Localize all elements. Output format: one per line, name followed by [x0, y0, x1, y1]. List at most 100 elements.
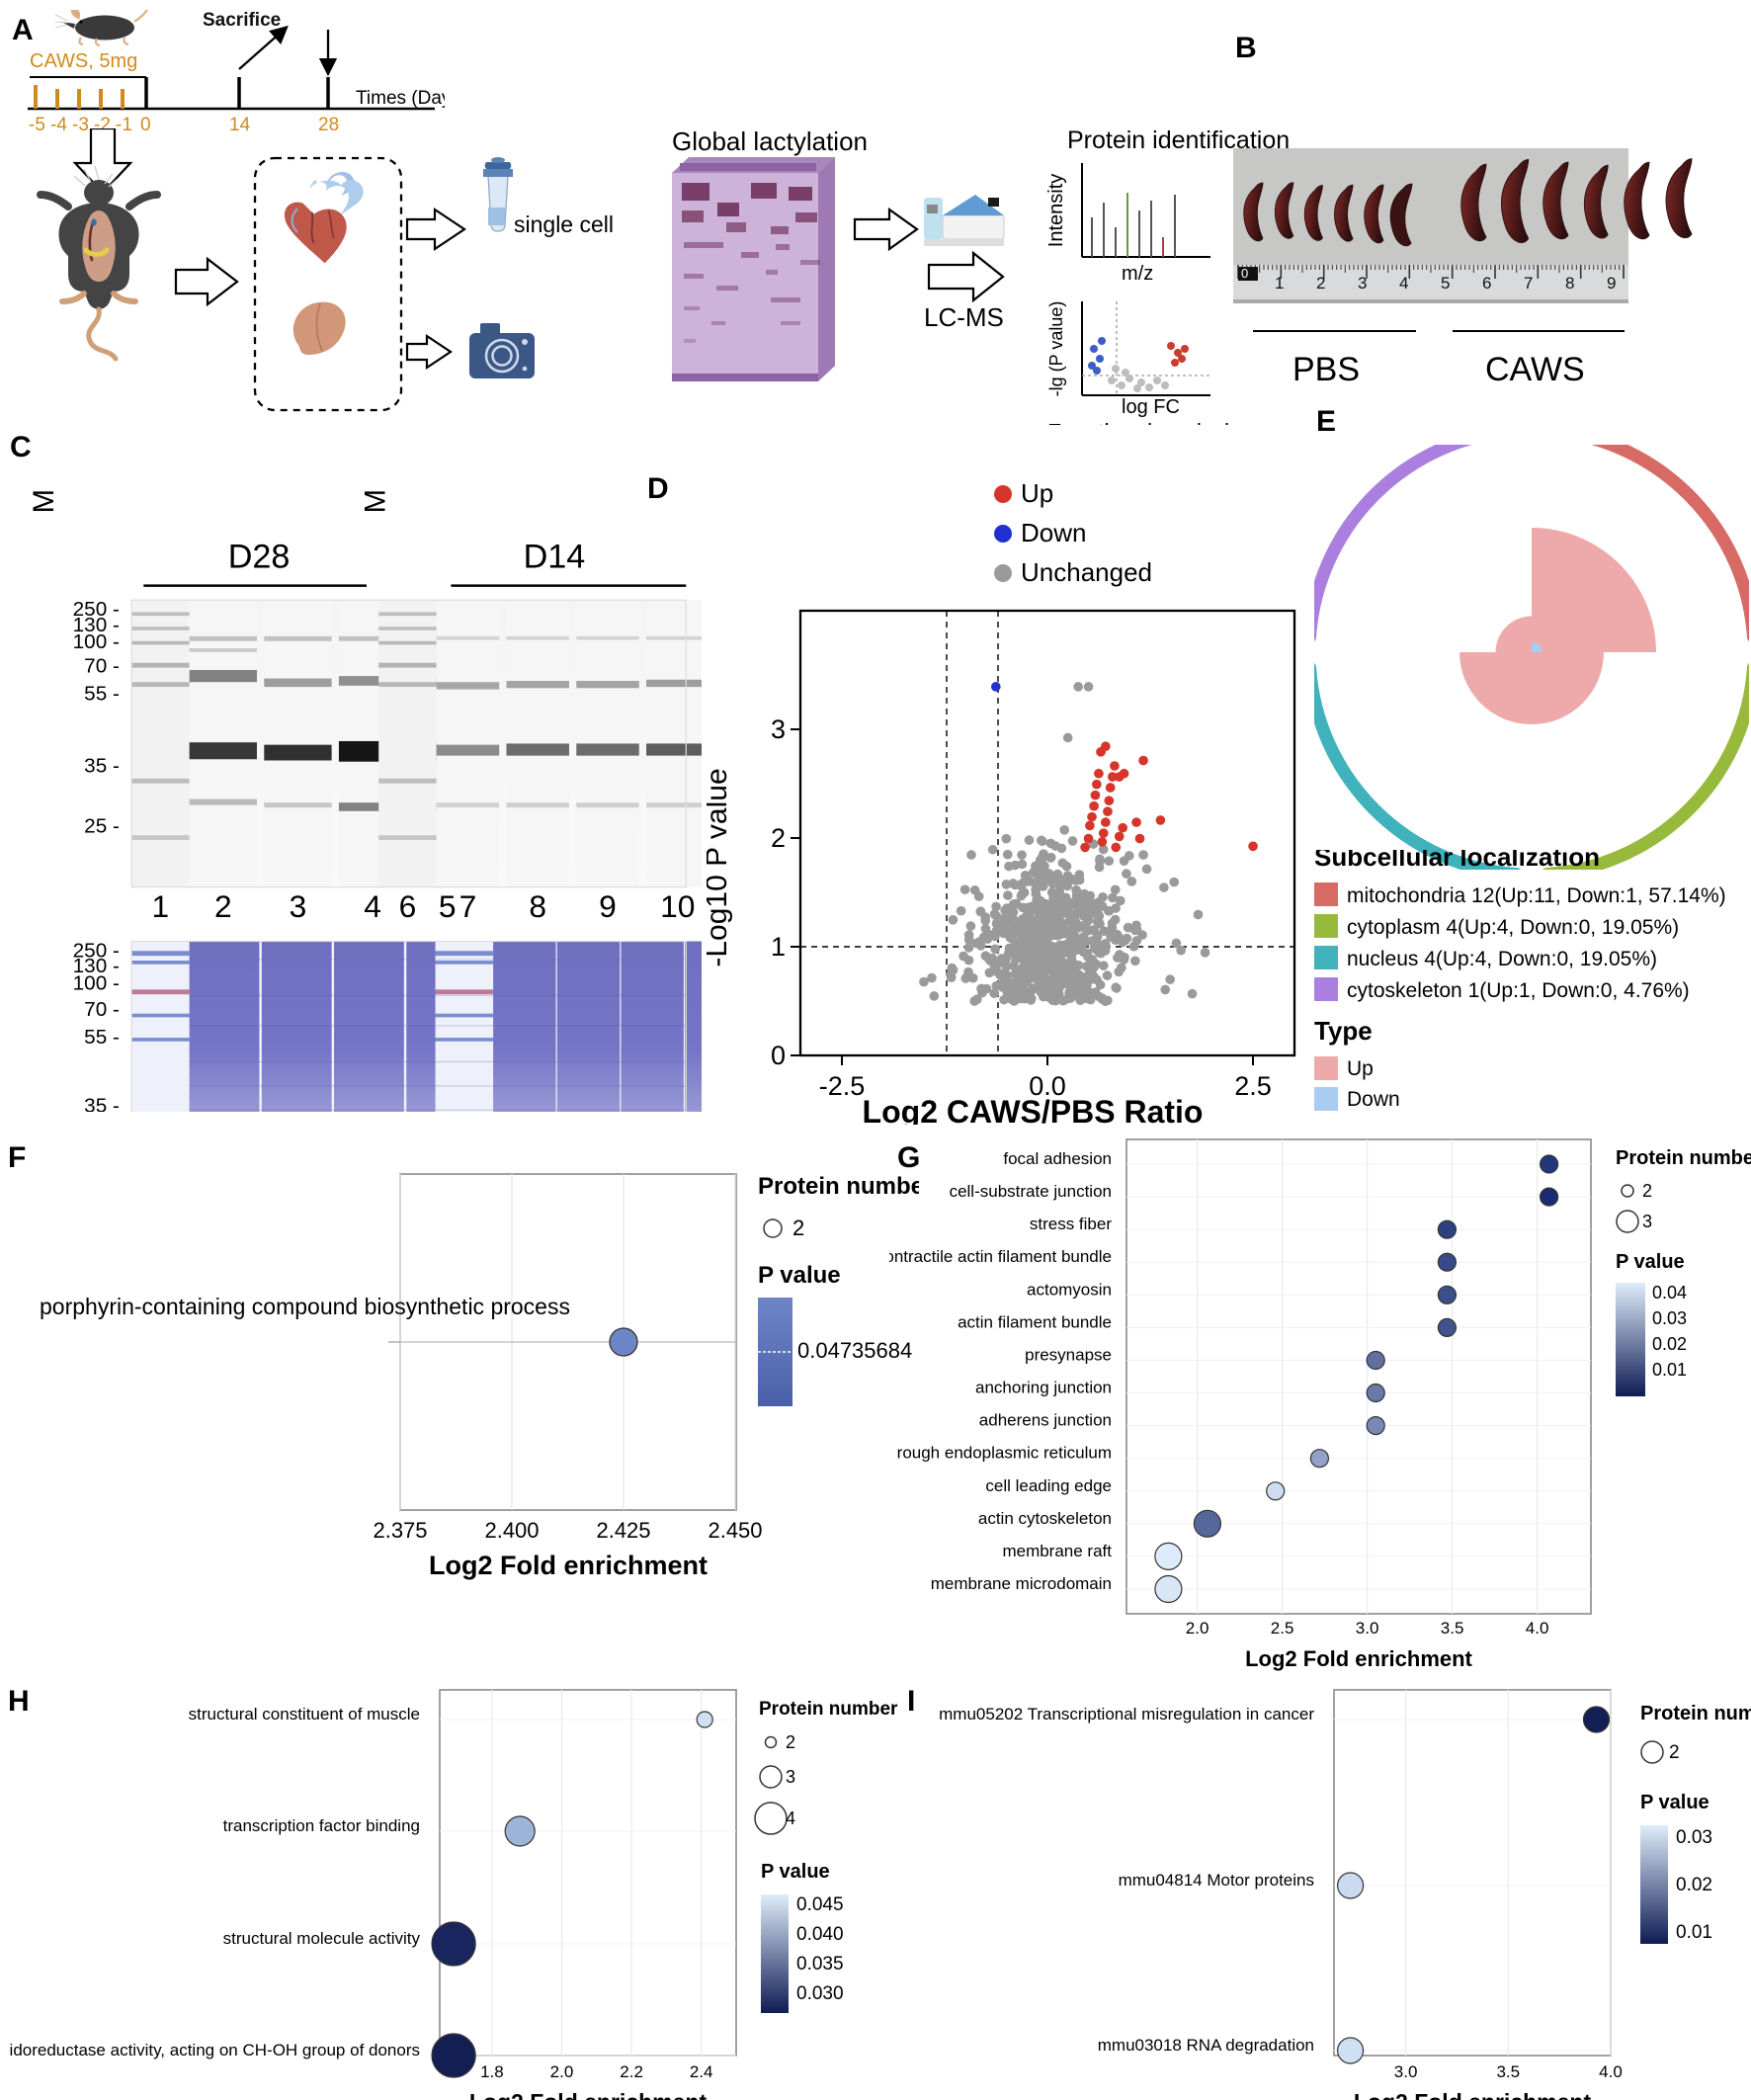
svg-text:1: 1: [1275, 274, 1284, 293]
svg-text:cell leading edge: cell leading edge: [985, 1476, 1112, 1495]
svg-text:cell-substrate junction: cell-substrate junction: [950, 1182, 1112, 1201]
svg-text:0.01: 0.01: [1676, 1922, 1712, 1943]
svg-text:2: 2: [1316, 274, 1325, 293]
svg-text:70 -: 70 -: [84, 654, 120, 677]
svg-text:Log2 Fold enrichment: Log2 Fold enrichment: [429, 1551, 708, 1580]
svg-text:-Log10 P value: -Log10 P value: [707, 768, 733, 966]
svg-text:10: 10: [660, 888, 695, 924]
svg-text:cytoplasm 4(Up:4, Down:0, 19.0: cytoplasm 4(Up:4, Down:0, 19.05%): [1347, 916, 1679, 939]
svg-text:Functional analysis: Functional analysis: [1047, 419, 1241, 425]
svg-text:transcription factor binding: transcription factor binding: [223, 1816, 420, 1835]
svg-text:Log2 Fold enrichment: Log2 Fold enrichment: [1354, 2089, 1592, 2100]
svg-text:2: 2: [792, 1216, 804, 1240]
svg-text:Protein number: Protein number: [1616, 1147, 1751, 1169]
svg-text:Type: Type: [1314, 1016, 1373, 1046]
svg-text:5: 5: [439, 888, 457, 924]
svg-text:Up: Up: [1021, 478, 1053, 508]
svg-text:actomyosin: actomyosin: [1027, 1280, 1112, 1299]
svg-text:membrane microdomain: membrane microdomain: [931, 1574, 1112, 1593]
svg-text:Sacrifice: Sacrifice: [203, 10, 281, 31]
svg-text:6: 6: [399, 888, 417, 924]
svg-text:2.400: 2.400: [484, 1518, 539, 1543]
svg-text:0.040: 0.040: [796, 1924, 844, 1945]
svg-text:0.045: 0.045: [796, 1894, 844, 1915]
svg-text:P value: P value: [1616, 1251, 1685, 1273]
svg-text:8: 8: [1565, 274, 1574, 293]
svg-text:P value: P value: [758, 1262, 841, 1289]
svg-text:m/z: m/z: [1122, 263, 1153, 285]
svg-text:rough endoplasmic reticulum: rough endoplasmic reticulum: [897, 1444, 1112, 1463]
svg-text:Protein number: Protein number: [759, 1699, 898, 1720]
svg-text:3.5: 3.5: [1496, 2062, 1520, 2081]
svg-text:anchoring junction: anchoring junction: [975, 1379, 1112, 1397]
svg-text:cytoskeleton 1(Up:1, Down:0, 4: cytoskeleton 1(Up:1, Down:0, 4.76%): [1347, 979, 1690, 1002]
svg-text:single cell: single cell: [514, 211, 614, 237]
svg-text:4: 4: [1399, 274, 1408, 293]
svg-text:Down: Down: [1021, 518, 1086, 547]
svg-text:2.5: 2.5: [1271, 1619, 1294, 1638]
svg-text:2: 2: [1669, 1742, 1680, 1763]
svg-text:1: 1: [771, 932, 786, 962]
svg-text:Intensity: Intensity: [1047, 174, 1067, 247]
svg-text:P value: P value: [761, 1861, 830, 1883]
svg-text:3: 3: [1642, 1212, 1652, 1231]
svg-text:6: 6: [1482, 274, 1491, 293]
svg-text:CAWS: CAWS: [1485, 351, 1585, 388]
svg-text:0: 0: [1241, 266, 1248, 281]
svg-text:3.0: 3.0: [1394, 2062, 1418, 2081]
svg-text:4.0: 4.0: [1526, 1619, 1549, 1638]
svg-text:structural constituent of musc: structural constituent of muscle: [189, 1705, 420, 1723]
svg-text:3: 3: [786, 1767, 795, 1787]
svg-text:structural molecule activity: structural molecule activity: [223, 1929, 421, 1948]
svg-text:-lg (P value): -lg (P value): [1047, 301, 1066, 397]
svg-text:3: 3: [771, 714, 786, 744]
svg-text:membrane raft: membrane raft: [1002, 1542, 1112, 1560]
svg-text:2.2: 2.2: [620, 2062, 643, 2081]
svg-text:0.02: 0.02: [1676, 1875, 1712, 1895]
svg-text:2.4: 2.4: [690, 2062, 713, 2081]
svg-text:55 -: 55 -: [84, 1026, 120, 1049]
svg-text:Markel: Markel: [359, 489, 391, 513]
svg-text:Subcellular localization: Subcellular localization: [1314, 850, 1600, 872]
svg-text:LC-MS: LC-MS: [924, 302, 1004, 332]
svg-text:0.01: 0.01: [1652, 1360, 1687, 1380]
svg-text:log FC: log FC: [1122, 396, 1180, 418]
svg-text:2: 2: [786, 1732, 795, 1752]
svg-text:2.425: 2.425: [596, 1518, 650, 1543]
svg-text:35 -: 35 -: [84, 755, 120, 778]
svg-text:0.030: 0.030: [796, 1983, 844, 2004]
svg-text:Unchanged: Unchanged: [1021, 557, 1152, 587]
svg-text:5: 5: [1441, 274, 1450, 293]
svg-text:9: 9: [599, 888, 617, 924]
svg-text:Log2 Fold enrichment: Log2 Fold enrichment: [1245, 1646, 1472, 1671]
svg-text:0.03: 0.03: [1652, 1308, 1687, 1328]
svg-text:D28: D28: [228, 538, 291, 575]
svg-text:35 -: 35 -: [84, 1095, 120, 1112]
svg-text:7: 7: [459, 888, 477, 924]
svg-text:mmu04814 Motor proteins: mmu04814 Motor proteins: [1119, 1871, 1314, 1890]
svg-text:PBS: PBS: [1292, 351, 1360, 388]
svg-text:0: 0: [771, 1041, 786, 1070]
svg-text:contractile actin filament bun: contractile actin filament bundle: [889, 1247, 1112, 1266]
svg-text:Protein number: Protein number: [1640, 1703, 1751, 1724]
svg-text:CAWS, 5mg: CAWS, 5mg: [30, 50, 137, 72]
svg-text:nucleus 4(Up:4, Down:0, 19.05%: nucleus 4(Up:4, Down:0, 19.05%): [1347, 948, 1657, 970]
svg-text:2: 2: [214, 888, 232, 924]
svg-text:1.8: 1.8: [480, 2062, 504, 2081]
svg-text:25 -: 25 -: [84, 815, 120, 838]
svg-text:porphyrin-containing compound: porphyrin-containing compound biosynthet…: [40, 1294, 570, 1319]
svg-text:mitochondria 12(Up:11, Down:1,: mitochondria 12(Up:11, Down:1, 57.14%): [1347, 884, 1726, 907]
svg-text:0.02: 0.02: [1652, 1334, 1687, 1354]
svg-text:100 -: 100 -: [73, 630, 120, 653]
svg-text:2: 2: [771, 823, 786, 853]
svg-text:4.0: 4.0: [1599, 2062, 1623, 2081]
svg-text:4: 4: [364, 888, 381, 924]
svg-text:9: 9: [1607, 274, 1616, 293]
svg-text:Log2 CAWS/PBS Ratio: Log2 CAWS/PBS Ratio: [863, 1094, 1204, 1125]
svg-text:adherens junction: adherens junction: [979, 1411, 1112, 1430]
svg-text:2: 2: [1642, 1181, 1652, 1201]
svg-text:focal adhesion: focal adhesion: [1003, 1149, 1112, 1168]
svg-text:2.5: 2.5: [1234, 1071, 1272, 1101]
svg-text:2.375: 2.375: [373, 1518, 427, 1543]
svg-text:2.0: 2.0: [550, 2062, 574, 2081]
